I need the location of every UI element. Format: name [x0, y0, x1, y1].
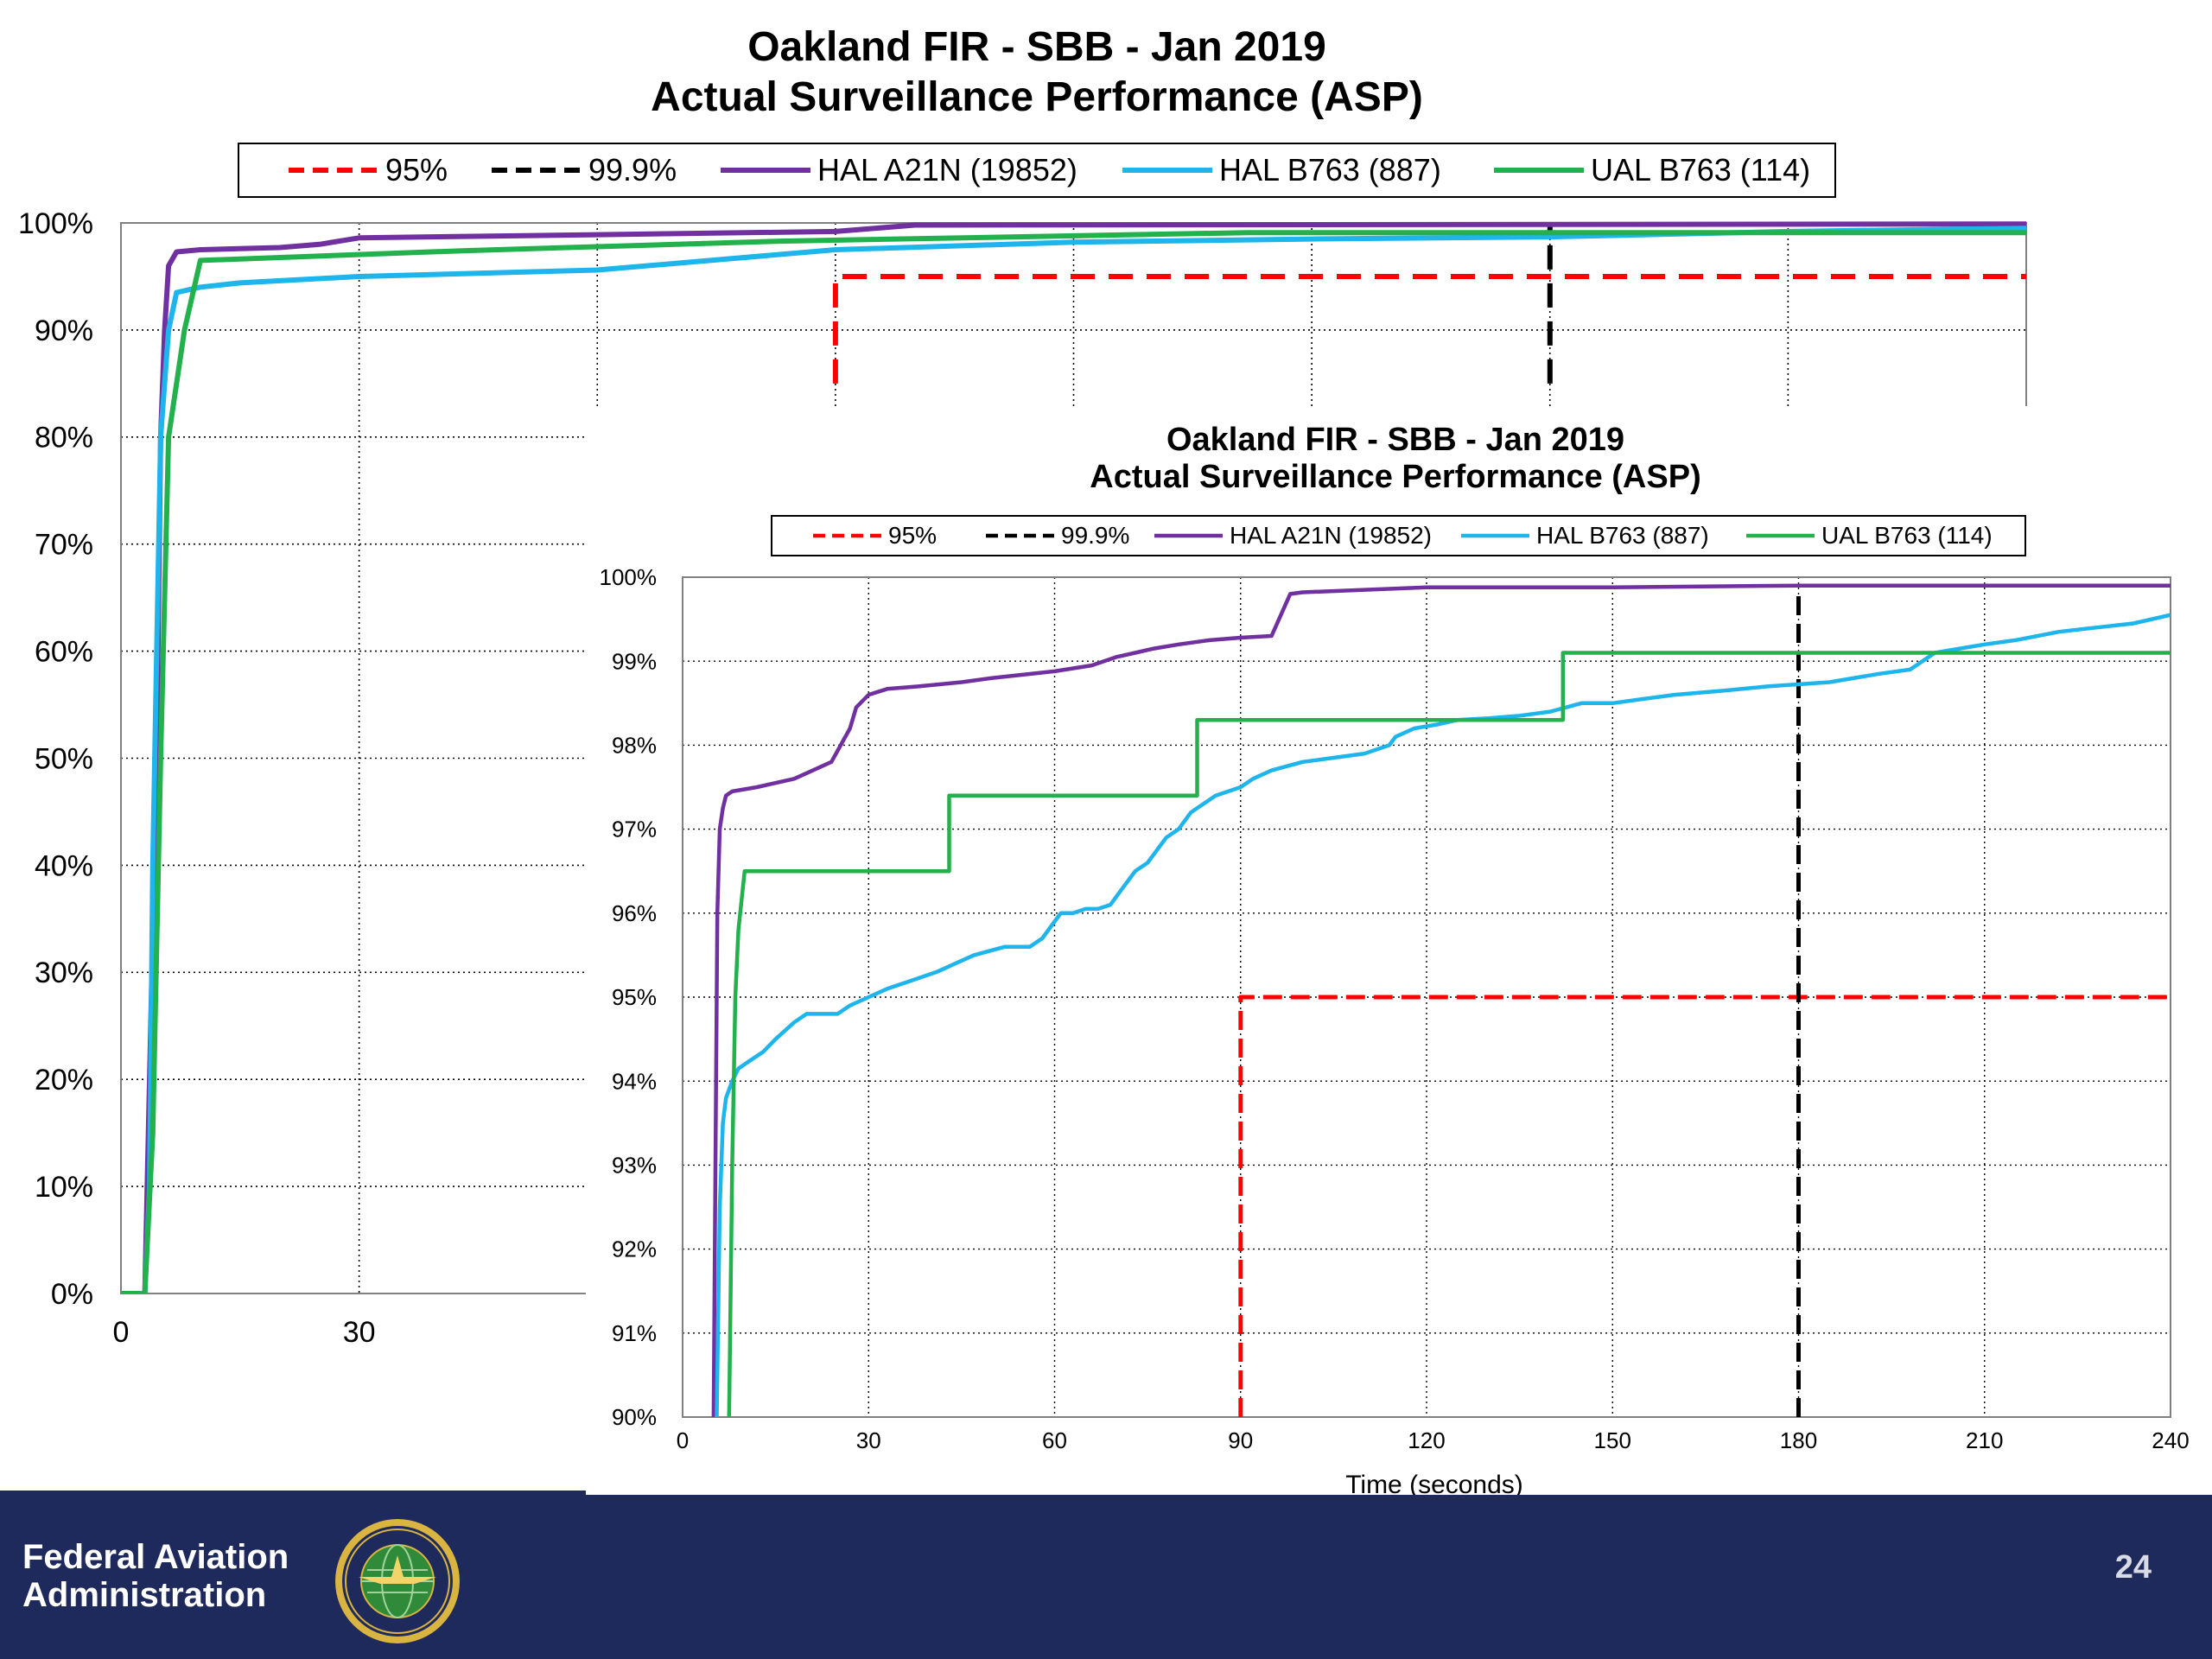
- legend-swatch: [1746, 533, 1815, 538]
- footer-bar: [0, 1495, 2212, 1659]
- legend-label: 95%: [385, 152, 448, 188]
- inset-chart-legend: 95% 99.9% HAL A21N (19852) HAL B763 (887) UA…: [771, 515, 2026, 556]
- organization-name-line2: Administration: [22, 1576, 267, 1614]
- legend-item: HAL A21N (19852): [1153, 517, 1432, 555]
- legend-item: 95%: [811, 517, 937, 555]
- legend-swatch: [492, 168, 582, 173]
- organization-name: Federal Aviation Administration: [22, 1538, 289, 1614]
- x-tick-label: 240: [2152, 1427, 2189, 1453]
- y-tick-label: 93%: [612, 1153, 657, 1179]
- y-tick-label: 96%: [612, 900, 657, 926]
- legend-label: 99.9%: [1061, 522, 1130, 549]
- legend-item: UAL B763 (114): [1745, 517, 1993, 555]
- series-line-hal-a21n-19852: [711, 583, 2171, 1417]
- y-tick-label: 98%: [612, 733, 657, 759]
- y-tick-label: 60%: [35, 636, 93, 669]
- inset-chart-panel: [586, 406, 2212, 1512]
- y-tick-label: 94%: [612, 1068, 657, 1094]
- legend-label: UAL B763 (114): [1821, 522, 1993, 549]
- x-tick-label: 0: [677, 1427, 689, 1453]
- legend-swatch: [721, 168, 810, 173]
- inset-chart-subtitle: Actual Surveillance Performance (ASP): [1090, 459, 1701, 495]
- y-tick-label: 90%: [35, 315, 93, 347]
- inset-x-axis-label: Time (seconds): [1345, 1471, 1523, 1499]
- series-line-95: [1238, 995, 2171, 1417]
- legend-item: HAL B763 (887): [1121, 144, 1441, 196]
- legend-label: UAL B763 (114): [1591, 152, 1811, 188]
- legend-label: HAL B763 (887): [1536, 522, 1709, 549]
- legend-item: UAL B763 (114): [1492, 144, 1810, 196]
- x-tick-label: 120: [1408, 1427, 1445, 1453]
- legend-swatch: [1154, 533, 1223, 538]
- series-line-hal-b763-887: [121, 226, 2026, 1294]
- y-tick-label: 100%: [600, 564, 658, 590]
- x-tick-label: 90: [1228, 1427, 1253, 1453]
- bg-chart-title: Oakland FIR - SBB - Jan 2019: [747, 24, 1326, 70]
- plot-frame: [682, 576, 2171, 1418]
- x-tick-label: 0: [113, 1316, 130, 1349]
- y-tick-label: 100%: [18, 207, 93, 240]
- legend-swatch: [289, 168, 378, 173]
- y-tick-label: 30%: [35, 957, 93, 989]
- y-tick-label: 99%: [612, 648, 657, 674]
- y-tick-label: 40%: [35, 849, 93, 882]
- legend-label: HAL A21N (19852): [817, 152, 1077, 188]
- x-tick-label: 150: [1594, 1427, 1631, 1453]
- legend-swatch: [813, 533, 881, 538]
- faa-seal-icon: [335, 1519, 460, 1643]
- y-tick-label: 95%: [612, 984, 657, 1010]
- bg-chart-legend: 95% 99.9% HAL A21N (19852) HAL B763 (887) UA…: [238, 143, 1836, 198]
- y-tick-label: 80%: [35, 422, 93, 454]
- y-tick-label: 10%: [35, 1171, 93, 1204]
- y-tick-label: 0%: [51, 1278, 93, 1311]
- legend-swatch: [986, 533, 1054, 538]
- y-tick-label: 97%: [612, 817, 657, 842]
- y-tick-label: 90%: [612, 1404, 657, 1430]
- y-tick-label: 20%: [35, 1064, 93, 1096]
- x-tick-label: 60: [1042, 1427, 1067, 1453]
- x-tick-label: 30: [343, 1316, 376, 1349]
- organization-name-line1: Federal Aviation: [22, 1538, 289, 1576]
- page-number: 24: [2114, 1549, 2152, 1586]
- x-tick-label: 210: [1966, 1427, 2003, 1453]
- series-line-ual-b763-114: [727, 651, 2171, 1417]
- legend-label: HAL B763 (887): [1219, 152, 1441, 188]
- inset-chart-title: Oakland FIR - SBB - Jan 2019: [1166, 422, 1625, 458]
- legend-item: 99.9%: [984, 517, 1129, 555]
- y-tick-label: 91%: [612, 1320, 657, 1346]
- legend-label: 95%: [888, 522, 938, 549]
- x-tick-label: 30: [856, 1427, 881, 1453]
- series-line-ual-b763-114: [121, 230, 2026, 1294]
- legend-item: HAL A21N (19852): [719, 144, 1077, 196]
- legend-swatch: [1494, 168, 1584, 173]
- y-tick-label: 70%: [35, 529, 93, 562]
- legend-item: 95%: [287, 144, 448, 196]
- y-tick-label: 50%: [35, 742, 93, 775]
- legend-label: HAL A21N (19852): [1230, 522, 1432, 549]
- legend-swatch: [1122, 168, 1212, 173]
- series-line-hal-b763-887: [715, 613, 2171, 1417]
- y-tick-label: 92%: [612, 1236, 657, 1262]
- x-tick-label: 180: [1780, 1427, 1817, 1453]
- legend-label: 99.9%: [588, 152, 677, 188]
- legend-item: HAL B763 (887): [1459, 517, 1709, 555]
- legend-item: 99.9%: [490, 144, 677, 196]
- legend-swatch: [1461, 533, 1529, 538]
- bg-chart-subtitle: Actual Surveillance Performance (ASP): [651, 74, 1423, 120]
